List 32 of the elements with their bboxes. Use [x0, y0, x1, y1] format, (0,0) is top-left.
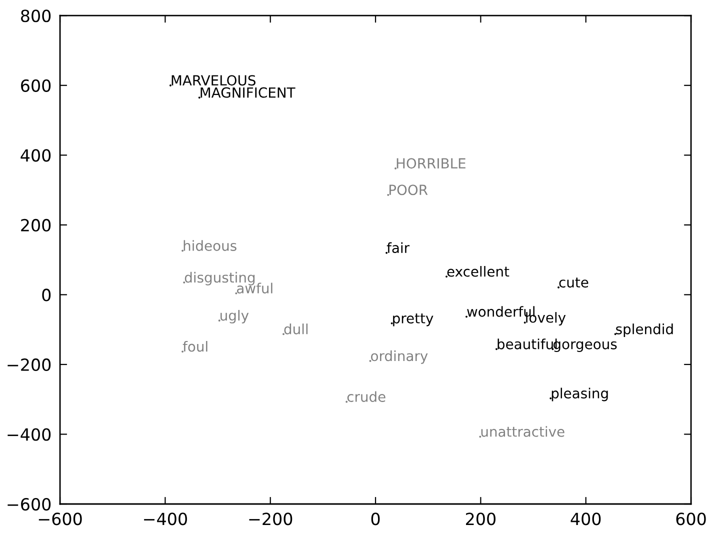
- y-tick-label: 800: [21, 10, 51, 22]
- data-label: ordinary: [371, 350, 428, 364]
- x-tick-label: 600: [676, 512, 706, 526]
- data-label: MARVELOUS: [172, 75, 256, 86]
- data-label: unattractive: [481, 426, 564, 437]
- y-tick-label: 200: [21, 218, 51, 232]
- x-tick-label: −200: [249, 512, 292, 526]
- x-tick-label: −600: [38, 512, 82, 526]
- data-label: MAGNIFICENT: [200, 87, 296, 98]
- x-tick-label: −400: [144, 512, 187, 526]
- data-label: crude: [347, 391, 386, 402]
- data-label: dull: [284, 324, 308, 334]
- y-tick-label: 400: [20, 149, 51, 162]
- data-label: pretty: [393, 314, 434, 326]
- data-label: HORRIBLE: [396, 158, 466, 169]
- data-label: foul: [182, 341, 208, 352]
- y-tick-label: −600: [8, 498, 51, 511]
- data-label: ugly: [220, 310, 249, 324]
- y-tick-label: −400: [8, 428, 51, 441]
- data-label: fair: [386, 242, 410, 254]
- y-tick-label: 600: [21, 79, 51, 92]
- y-tick-label: −200: [8, 358, 51, 372]
- x-tick-label: 400: [570, 512, 601, 526]
- x-tick-label: 0: [371, 512, 380, 526]
- data-label: splendid: [616, 324, 673, 338]
- data-label: pleasing: [552, 388, 608, 402]
- data-label: excellent: [447, 266, 510, 277]
- data-label: hideous: [184, 240, 236, 251]
- y-tick-label: 0: [42, 288, 51, 302]
- data-label: POOR: [390, 184, 428, 196]
- x-tick-label: 200: [466, 512, 496, 526]
- data-label: cute: [559, 278, 588, 288]
